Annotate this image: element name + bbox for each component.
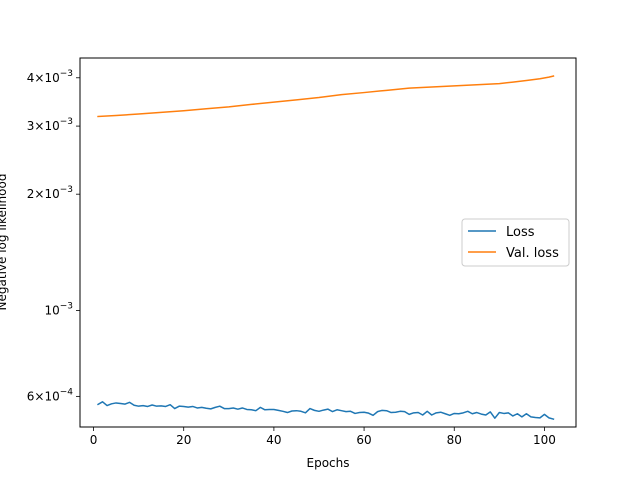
y-tick-label: 4×10−3 <box>27 69 73 85</box>
x-tick-label: 0 <box>90 433 98 447</box>
y-tick-label: 6×10−4 <box>27 387 74 403</box>
legend: Loss Val. loss <box>461 218 570 267</box>
y-tick-label: 2×10−3 <box>27 185 73 201</box>
legend-label: Val. loss <box>506 246 559 261</box>
y-tick-label: 10−3 <box>44 302 73 318</box>
x-tick-label: 20 <box>176 433 191 447</box>
y-axis: 6×10−4 10−3 2×10−3 3×10−3 4×10−3 <box>27 69 80 403</box>
legend-label: Loss <box>506 225 535 240</box>
x-tick-label: 100 <box>533 433 556 447</box>
series-line-1 <box>97 75 555 118</box>
series-line-0 <box>97 401 555 421</box>
y-tick-label: 3×10−3 <box>27 117 73 133</box>
x-tick-label: 40 <box>266 433 281 447</box>
x-tick-label: 60 <box>356 433 371 447</box>
x-axis: 0 20 40 60 80 100 <box>90 427 556 447</box>
plot-lines <box>97 75 555 421</box>
plot-frame <box>79 57 577 428</box>
x-tick-label: 80 <box>447 433 462 447</box>
x-axis-label: Epochs <box>307 456 350 470</box>
y-axis-label: Negative log likelihood <box>0 174 9 311</box>
